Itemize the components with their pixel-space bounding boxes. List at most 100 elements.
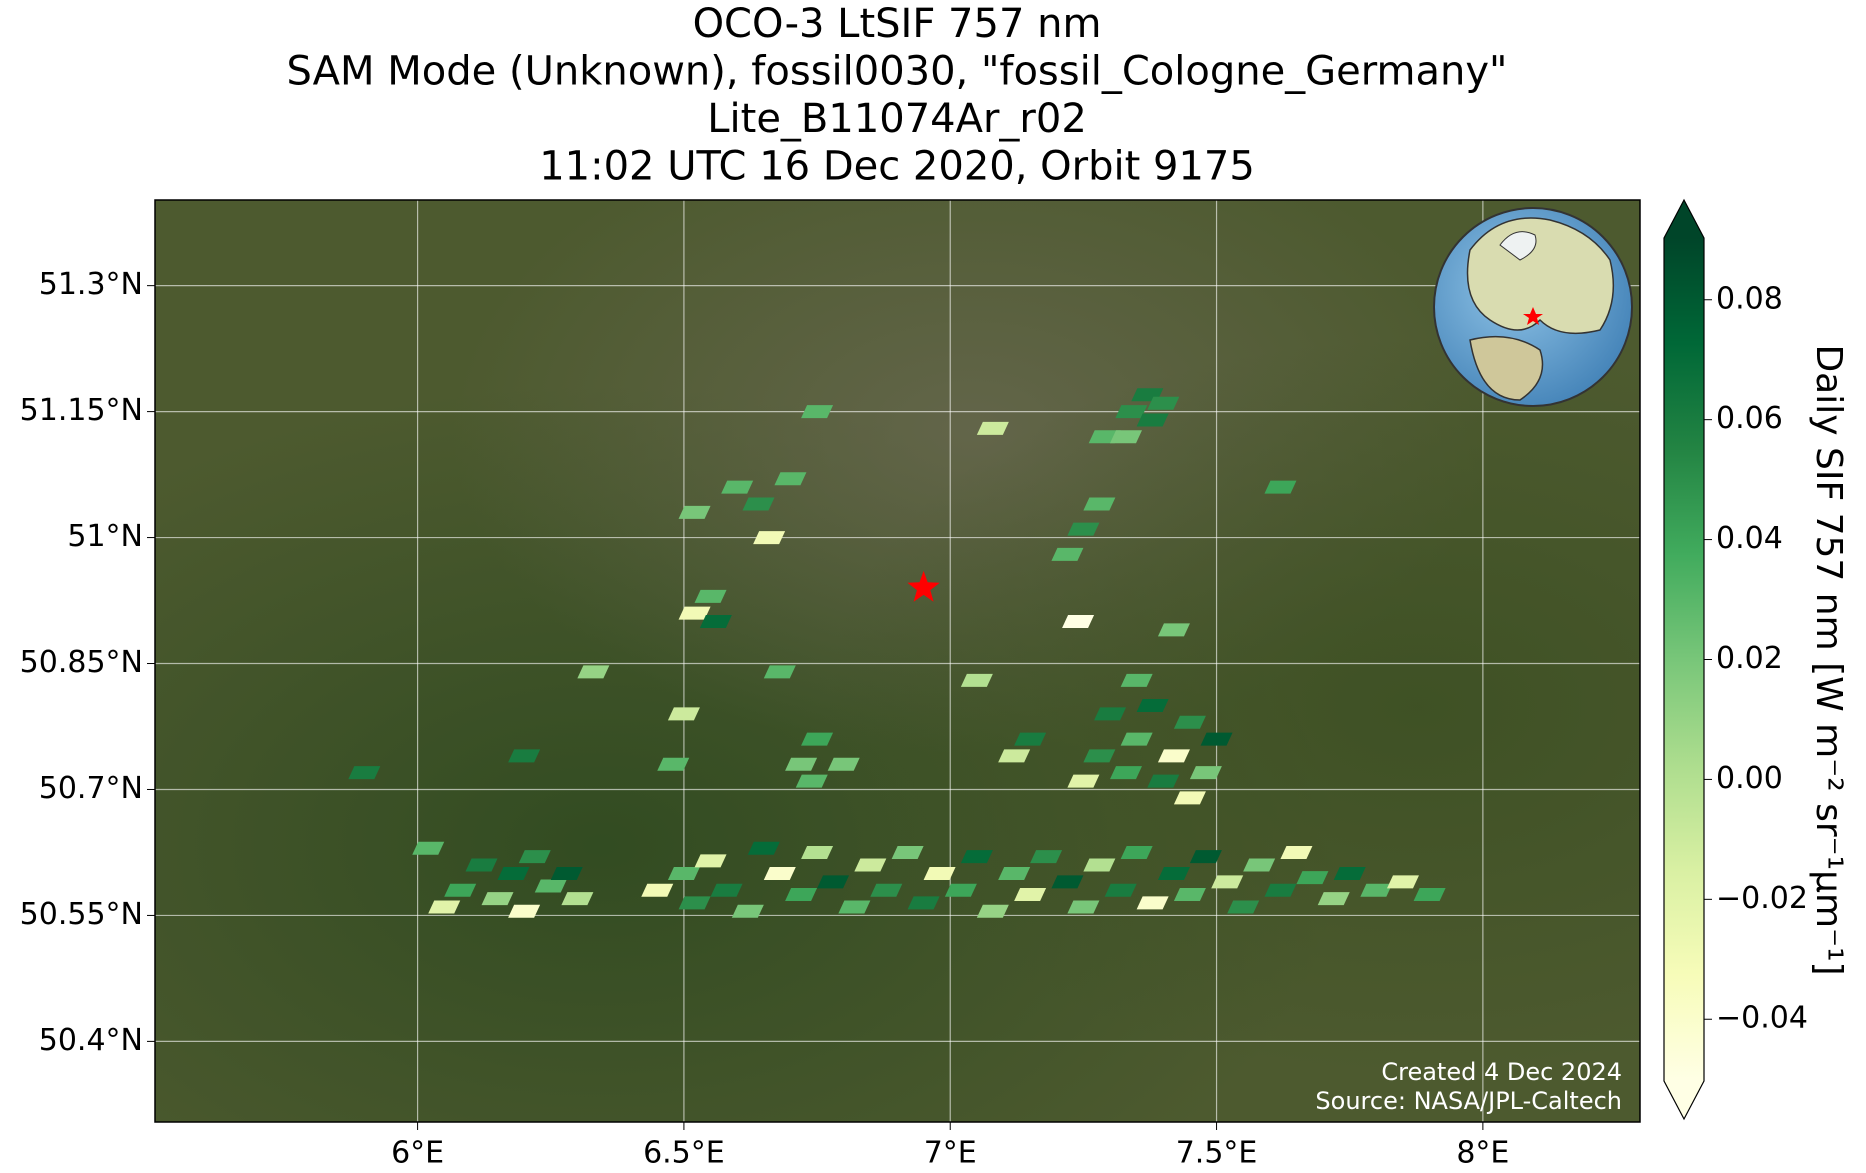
sif-footprint [1120, 673, 1153, 687]
sif-footprint [801, 405, 834, 419]
sif-footprint [534, 879, 567, 893]
sif-footprint [1333, 866, 1366, 880]
sif-footprint [1136, 896, 1169, 910]
sif-footprint [998, 749, 1031, 763]
sif-footprint [678, 505, 711, 519]
sif-footprint [801, 845, 834, 859]
sif-footprint [1120, 732, 1153, 746]
sif-footprint [412, 841, 445, 855]
sif-footprint [1317, 892, 1350, 906]
sif-footprint [817, 875, 850, 889]
sif-footprint [1147, 396, 1180, 410]
sif-footprint [348, 766, 381, 780]
sif-footprint [1264, 883, 1297, 897]
sif-footprint [1189, 850, 1222, 864]
title-line: Lite_B11074Ar_r02 [707, 96, 1087, 142]
sif-footprint [1051, 875, 1084, 889]
y-tick-label: 51°N [67, 519, 143, 554]
sif-footprint [785, 757, 818, 771]
sif-footprint [641, 883, 674, 897]
credit-created: Created 4 Dec 2024 [1381, 1058, 1622, 1086]
sif-footprint [774, 472, 807, 486]
sif-footprint [870, 883, 903, 897]
colorbar-extend-max [1664, 200, 1704, 238]
sif-footprint [907, 896, 940, 910]
sif-footprint [1067, 774, 1100, 788]
sif-footprint [1173, 791, 1206, 805]
sif-footprint [508, 904, 541, 918]
sif-footprint [1227, 900, 1260, 914]
sif-footprint [1136, 413, 1169, 427]
sif-footprint [657, 757, 690, 771]
sif-footprint [1110, 430, 1143, 444]
credit-source: Source: NASA/JPL-Caltech [1315, 1087, 1622, 1115]
sif-footprint [1067, 900, 1100, 914]
sif-footprint [891, 845, 924, 859]
sif-footprint [710, 883, 743, 897]
sif-footprint [428, 900, 461, 914]
sif-footprint [1110, 766, 1143, 780]
colorbar-tick-label: 0.08 [1716, 281, 1783, 316]
sif-footprint [508, 749, 541, 763]
sif-footprint [1280, 845, 1313, 859]
sif-footprint [667, 866, 700, 880]
globe-inset [1433, 207, 1633, 407]
sif-footprint [577, 665, 610, 679]
title-line: OCO-3 LtSIF 757 nm [693, 1, 1102, 47]
sif-footprint [678, 896, 711, 910]
sif-footprint [838, 900, 871, 914]
y-tick-label: 50.55°N [20, 897, 143, 932]
x-tick-label: 6°E [391, 1136, 444, 1171]
sif-footprint [1014, 732, 1047, 746]
sif-footprint [1062, 615, 1095, 629]
sif-footprint [1014, 887, 1047, 901]
sif-footprint [694, 854, 727, 868]
sif-footprint [481, 892, 514, 906]
colorbar [1664, 238, 1704, 1081]
sif-footprint [518, 850, 551, 864]
sif-footprint [998, 866, 1031, 880]
sif-footprint [854, 858, 887, 872]
sif-footprint [747, 841, 780, 855]
sif-footprint [1104, 883, 1137, 897]
map-frame [154, 199, 1641, 1123]
sif-footprint [1296, 871, 1329, 885]
colorbar-tick-label: −0.02 [1716, 881, 1808, 916]
sif-footprint [1243, 858, 1276, 872]
sif-footprint [731, 904, 764, 918]
colorbar-tick-label: 0.00 [1716, 761, 1783, 796]
colorbar-extend-min [1664, 1081, 1704, 1119]
sif-footprint [1200, 732, 1233, 746]
y-tick-label: 50.7°N [39, 771, 143, 806]
sif-footprint [1173, 887, 1206, 901]
sif-footprint [1360, 883, 1393, 897]
sif-footprint [1157, 623, 1190, 637]
sif-footprint [976, 904, 1009, 918]
sif-footprint [1264, 480, 1297, 494]
sif-footprint [827, 757, 860, 771]
site-marker [907, 570, 940, 602]
sif-footprint [699, 615, 732, 629]
map-shading [155, 200, 1640, 1122]
sif-footprint [1083, 497, 1116, 511]
sif-footprint [944, 883, 977, 897]
sif-footprint [694, 589, 727, 603]
y-tick-label: 50.85°N [20, 645, 143, 680]
sif-footprint [1030, 850, 1063, 864]
sif-footprint [795, 774, 828, 788]
sif-footprint [801, 732, 834, 746]
sif-footprint [763, 866, 796, 880]
x-tick-label: 7°E [924, 1136, 977, 1171]
sif-footprint [1157, 749, 1190, 763]
sif-footprint [561, 892, 594, 906]
colorbar-tick-label: −0.04 [1716, 1001, 1808, 1036]
sif-footprint [1413, 887, 1446, 901]
y-tick-label: 51.3°N [39, 267, 143, 302]
sif-footprint [721, 480, 754, 494]
sif-footprint [923, 866, 956, 880]
sif-footprint [1067, 522, 1100, 536]
sif-footprint [960, 673, 993, 687]
sif-footprint [763, 665, 796, 679]
sif-footprint [667, 707, 700, 721]
